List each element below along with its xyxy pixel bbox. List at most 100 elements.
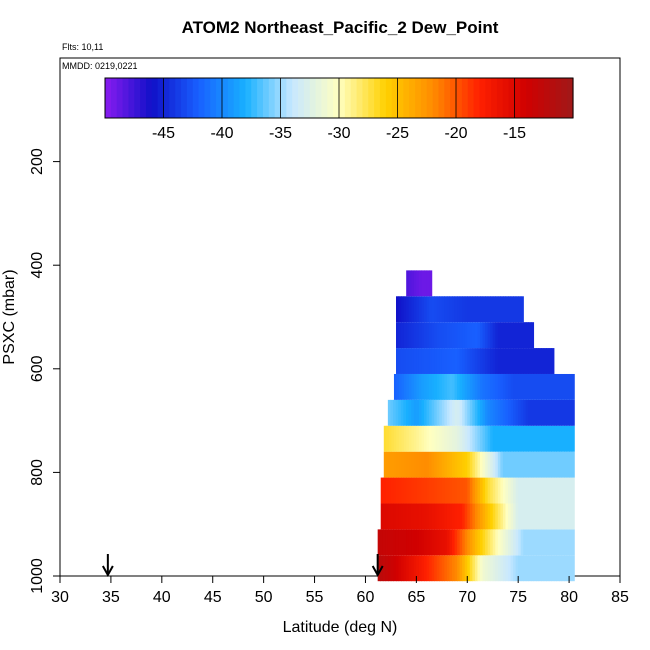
heatmap-cell	[469, 529, 473, 556]
heatmap-cell	[543, 555, 547, 582]
heatmap-cell	[523, 503, 527, 530]
heatmap-cell	[515, 399, 519, 426]
colorbar-swatch	[456, 78, 463, 118]
colorbar-tick-label: -40	[210, 125, 233, 142]
heatmap-cell	[464, 296, 468, 323]
heatmap-cell	[413, 373, 418, 400]
heatmap-cell	[411, 503, 415, 530]
heatmap-cell	[408, 348, 412, 374]
heatmap-cell	[569, 529, 573, 556]
heatmap-cell	[508, 425, 512, 452]
heatmap-cell	[497, 451, 501, 478]
heatmap-cell	[495, 425, 499, 452]
heatmap-cell	[408, 270, 412, 297]
heatmap-cell	[418, 270, 423, 297]
x-axis-label: Latitude (deg N)	[283, 619, 398, 636]
heatmap-cell	[431, 451, 435, 478]
heatmap-cell	[457, 477, 461, 504]
heatmap-cell	[467, 425, 471, 452]
heatmap-cell	[500, 296, 504, 323]
heatmap-cell	[454, 373, 458, 400]
colorbar-swatch	[549, 78, 557, 118]
colorbar-swatch	[333, 78, 340, 118]
heatmap-cell	[383, 425, 387, 452]
heatmap-cell	[431, 399, 435, 426]
heatmap-cell	[551, 529, 555, 556]
heatmap-cell	[421, 348, 425, 374]
heatmap-cell	[472, 425, 476, 452]
colorbar-swatch	[403, 78, 410, 118]
heatmap-cell	[505, 348, 509, 374]
heatmap-cell	[411, 477, 415, 504]
heatmap-cell	[487, 477, 491, 504]
heatmap-cell	[548, 348, 552, 374]
heatmap-cell	[454, 425, 458, 452]
heatmap-cell	[416, 451, 420, 478]
heatmap-cell	[464, 529, 468, 556]
heatmap-cell	[424, 322, 428, 349]
colorbar-swatch	[432, 78, 440, 118]
heatmap-cell	[408, 425, 412, 452]
heatmap-cell	[571, 503, 575, 530]
heatmap-cell	[393, 399, 397, 426]
heatmap-cell	[538, 425, 542, 452]
heatmap-cell	[497, 477, 501, 504]
heatmap-cell	[431, 529, 435, 556]
heatmap-cell	[467, 296, 471, 323]
heatmap-cell	[556, 451, 560, 478]
colorbar-swatch	[391, 78, 399, 118]
heatmap-cell	[380, 477, 384, 504]
heatmap-cell	[569, 425, 573, 452]
heatmap-cell	[528, 399, 532, 426]
heatmap-cell	[434, 529, 438, 556]
heatmap-cell	[477, 348, 481, 374]
heatmap-cell	[411, 451, 415, 478]
heatmap-cell	[416, 348, 420, 374]
heatmap-cell	[411, 373, 415, 400]
heatmap-cell	[523, 425, 527, 452]
heatmap-cell	[495, 503, 499, 530]
colorbar-swatch	[292, 78, 299, 118]
heatmap-cell	[482, 529, 486, 556]
heatmap-cell	[528, 425, 532, 452]
heatmap-cell	[482, 296, 486, 323]
heatmap-cell	[490, 348, 494, 374]
heatmap-cell	[429, 477, 433, 504]
heatmap-cell	[462, 322, 466, 349]
heatmap-cell	[434, 373, 438, 400]
heatmap-cell	[571, 555, 575, 582]
heatmap-cell	[449, 425, 453, 452]
heatmap-cell	[515, 477, 519, 504]
heatmap-cell	[446, 373, 451, 400]
heatmap-cell	[411, 270, 415, 297]
heatmap-cell	[446, 322, 451, 349]
heatmap-cell	[497, 555, 501, 582]
heatmap-cell	[406, 503, 410, 530]
heatmap-cell	[571, 529, 575, 556]
heatmap-cell	[500, 373, 504, 400]
heatmap-cell	[429, 529, 433, 556]
colorbar-swatch	[151, 78, 159, 118]
heatmap-cell	[482, 477, 486, 504]
heatmap-cell	[418, 399, 423, 426]
colorbar-swatch	[192, 78, 200, 118]
colorbar-swatch	[532, 78, 539, 118]
heatmap-cell	[421, 477, 425, 504]
heatmap-cell	[480, 555, 484, 582]
colorbar-swatch	[350, 78, 358, 118]
heatmap-cell	[401, 296, 405, 323]
colorbar-swatch	[327, 78, 334, 118]
colorbar-swatch	[555, 78, 562, 118]
heatmap-cell	[548, 373, 552, 400]
heatmap-cell	[449, 348, 453, 374]
heatmap-cell	[452, 425, 456, 452]
colorbar-swatch	[268, 78, 276, 118]
heatmap-cell	[492, 399, 496, 426]
heatmap-cell	[426, 503, 430, 530]
heatmap-cell	[508, 322, 512, 349]
heatmap-cell	[487, 555, 491, 582]
heatmap-cell	[398, 399, 402, 426]
heatmap-cell	[492, 373, 496, 400]
heatmap-cell	[472, 555, 476, 582]
heatmap-cell	[502, 477, 507, 504]
